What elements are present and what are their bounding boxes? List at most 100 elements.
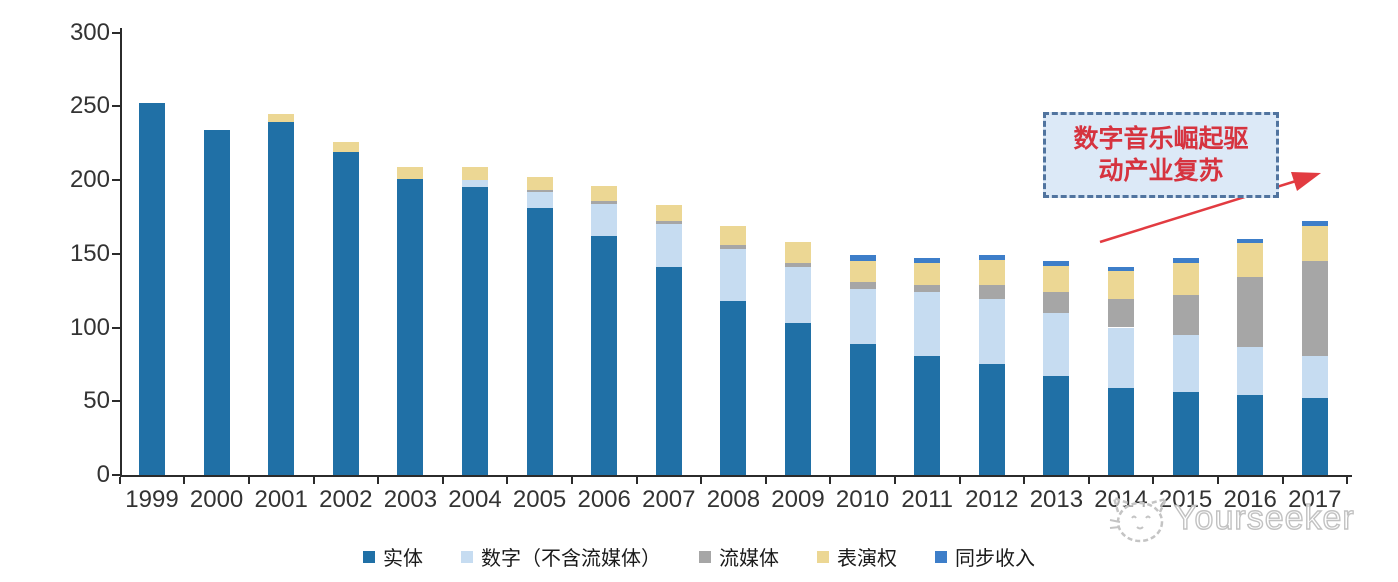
- legend-item-sync-revenue: 同步收入: [935, 542, 1035, 571]
- legend-swatch-streaming: [699, 550, 711, 563]
- bar-segment-digital-excl-streaming: [1108, 327, 1134, 388]
- watermark: Yourseeker: [1104, 490, 1355, 546]
- legend-swatch-sync-revenue: [935, 550, 947, 563]
- x-axis-label: 2016: [1223, 486, 1277, 513]
- annotation-line1: 数字音乐崛起驱: [1073, 124, 1249, 153]
- bar-segment-performance-rights: [720, 225, 747, 245]
- annotation-line2: 动产业复苏: [1098, 157, 1224, 185]
- x-axis-label: 2006: [577, 486, 631, 513]
- bar-segment-digital-excl-streaming: [785, 267, 811, 324]
- bar-segment-streaming: [849, 281, 876, 290]
- bar-segment-performance-rights: [332, 141, 359, 152]
- x-axis-label: 2004: [448, 486, 502, 513]
- legend-label-sync-revenue: 同步收入: [955, 548, 1035, 570]
- x-axis-label: 2013: [1029, 486, 1084, 513]
- y-axis-label: 150: [69, 239, 110, 267]
- x-axis-line: [120, 475, 1352, 477]
- y-axis-tick: [112, 400, 120, 403]
- bar-segment-physical: [655, 267, 682, 475]
- bar-segment-physical: [1301, 398, 1328, 475]
- bar-segment-streaming: [1043, 292, 1070, 313]
- bar-segment-performance-rights: [1301, 225, 1328, 262]
- legend-label-digital-excl-streaming: 数字（不含流媒体）: [481, 548, 661, 570]
- bar-segment-sync-revenue: [1301, 221, 1328, 226]
- bar-segment-digital-excl-streaming: [655, 224, 682, 268]
- bar-segment-physical: [1237, 395, 1264, 475]
- bar-segment-physical: [720, 300, 747, 475]
- bar-segment-streaming: [914, 284, 941, 293]
- annotation-callout: 数字音乐崛起驱 动产业复苏: [1043, 112, 1279, 198]
- y-axis-label: 200: [69, 166, 110, 193]
- x-axis-label: 2015: [1158, 486, 1213, 513]
- bar-segment-sync-revenue: [1108, 267, 1134, 272]
- bar-segment-physical: [526, 208, 553, 475]
- bar-segment-physical: [914, 355, 941, 475]
- y-axis-tick: [112, 252, 120, 255]
- bar-segment-digital-excl-streaming: [1301, 355, 1328, 399]
- bar-segment-sync-revenue: [1043, 261, 1070, 266]
- bar-segment-physical: [1172, 392, 1199, 475]
- bar-segment-performance-rights: [1043, 265, 1070, 293]
- legend-item-physical: 实体: [363, 542, 423, 571]
- x-axis-tick: [441, 477, 444, 484]
- bar-segment-physical: [203, 129, 230, 475]
- y-axis-label: 250: [69, 92, 110, 120]
- y-axis-line: [120, 28, 122, 477]
- bar-segment-physical: [268, 122, 295, 475]
- yourseeker-cat-logo-icon: [1109, 496, 1169, 543]
- y-axis-label: 100: [69, 313, 110, 341]
- bar-segment-digital-excl-streaming: [720, 249, 747, 301]
- bar-segment-performance-rights: [849, 261, 876, 282]
- bar-segment-physical: [139, 103, 165, 475]
- x-axis-tick: [829, 477, 832, 484]
- x-axis-tick: [1152, 477, 1155, 484]
- bar-segment-digital-excl-streaming: [978, 299, 1005, 365]
- watermark-text: Yourseeker: [1173, 498, 1355, 537]
- bar-segment-streaming: [720, 244, 747, 250]
- legend: 实体 数字（不含流媒体） 流媒体 表演权 同步收入: [0, 542, 1398, 571]
- x-axis-label: 2008: [706, 486, 761, 513]
- y-axis-tick: [112, 179, 120, 181]
- x-axis-label: 2005: [512, 486, 567, 513]
- x-axis-label: 2010: [835, 486, 890, 513]
- legend-item-digital-excl-streaming: 数字（不含流媒体）: [461, 542, 661, 571]
- x-axis-label: 2017: [1288, 486, 1342, 513]
- legend-swatch-performance-rights: [817, 550, 829, 563]
- bar-segment-performance-rights: [655, 205, 682, 222]
- bar-segment-digital-excl-streaming: [914, 292, 941, 356]
- x-axis-tick: [893, 477, 896, 484]
- x-axis-label: 2007: [642, 486, 696, 513]
- y-axis-tick: [112, 326, 120, 329]
- x-axis-tick: [377, 477, 380, 484]
- legend-swatch-digital-excl-streaming: [461, 550, 473, 563]
- bar-segment-streaming: [591, 200, 618, 204]
- bar-segment-streaming: [785, 262, 811, 268]
- bar-segment-digital-excl-streaming: [1043, 312, 1070, 377]
- bar-segment-physical: [1043, 376, 1070, 475]
- bar-segment-physical: [462, 187, 488, 475]
- bar-segment-streaming: [1172, 295, 1199, 335]
- x-axis-tick: [183, 477, 186, 484]
- x-axis-label: 2012: [965, 486, 1019, 513]
- x-axis-label: 2011: [901, 486, 953, 513]
- bar-segment-streaming: [978, 284, 1005, 300]
- bar-segment-digital-excl-streaming: [462, 180, 488, 188]
- x-axis-tick: [1281, 477, 1284, 484]
- x-axis-label: 2009: [771, 486, 825, 513]
- x-axis-label: 1999: [125, 486, 179, 513]
- x-axis-tick: [118, 477, 121, 484]
- bar-segment-performance-rights: [914, 262, 941, 285]
- y-axis-tick: [112, 31, 120, 34]
- bar-segment-performance-rights: [268, 113, 295, 123]
- bar-segment-performance-rights: [978, 259, 1005, 285]
- x-axis-tick: [958, 477, 961, 484]
- y-axis-label: 50: [83, 387, 110, 415]
- bar-segment-performance-rights: [462, 166, 488, 180]
- legend-item-performance-rights: 表演权: [817, 542, 897, 571]
- x-axis-tick: [1087, 477, 1090, 484]
- y-axis-tick: [112, 474, 120, 476]
- bar-segment-sync-revenue: [849, 255, 876, 262]
- bar-segment-performance-rights: [1108, 271, 1134, 300]
- x-axis-tick: [1346, 477, 1349, 484]
